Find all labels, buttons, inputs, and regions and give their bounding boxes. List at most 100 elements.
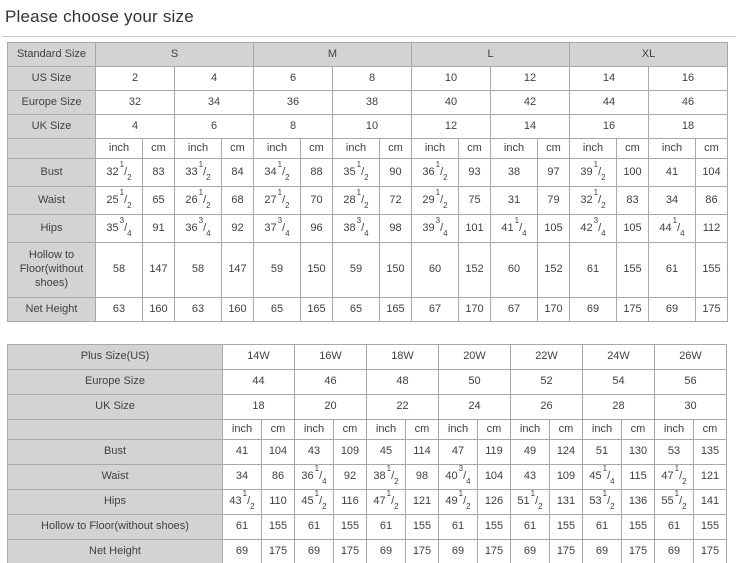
value-cell: 150 [379,242,412,298]
unit-cell: inch [174,138,222,159]
size-header-cell: L [411,42,570,67]
table-row: US Size 2 4 6 8 10 12 14 16 [7,66,728,91]
value-cell: 16 [569,114,649,139]
value-cell: 83 [142,158,175,187]
value-cell: 69 [294,539,334,563]
table-row: Bust 41 104 43 109 45 114 47 119 49 124 51 130 53 135 [7,439,727,465]
value-cell: 121 [693,464,727,490]
value-cell: 4 [95,114,175,139]
value-cell: 60 [411,242,459,298]
plus-size-table: Plus Size(US) 14W 16W 18W 20W 22W 24W 26W Europe… [7,344,727,563]
value-cell: 115 [621,464,655,490]
value-cell: 48 [366,369,439,395]
value-cell: 423/4 [569,214,617,243]
value-cell: 86 [261,464,295,490]
unit-cell: inch [366,419,406,440]
row-label: Bust [7,158,96,187]
size-header-cell: 26W [654,344,727,370]
value-cell: 451/4 [582,464,622,490]
value-cell: 116 [333,489,367,515]
value-cell: 20 [294,394,367,420]
unit-cell: cm [142,138,175,159]
row-label: Hips [7,489,223,515]
value-cell: 109 [549,464,583,490]
title-divider [2,36,736,37]
size-header-cell: S [95,42,254,67]
row-label: Europe Size [7,90,96,115]
value-cell: 18 [222,394,295,420]
unit-cell: cm [477,419,511,440]
value-cell: 160 [221,297,254,322]
value-cell: 65 [142,186,175,215]
value-cell: 68 [221,186,254,215]
size-header-cell: 14W [222,344,295,370]
unit-cell: inch [582,419,622,440]
unit-cell: cm [693,419,727,440]
value-cell: 381/2 [366,464,406,490]
value-cell: 175 [477,539,511,563]
value-cell: 69 [366,539,406,563]
row-label: Plus Size(US) [7,344,223,370]
value-cell: 124 [549,439,583,465]
value-cell: 105 [616,214,649,243]
value-cell: 391/2 [569,158,617,187]
value-cell: 383/4 [332,214,380,243]
value-cell: 165 [300,297,333,322]
value-cell: 4 [174,66,254,91]
value-cell: 26 [510,394,583,420]
value-cell: 83 [616,186,649,215]
value-cell: 41 [648,158,696,187]
row-label: Waist [7,464,223,490]
value-cell: 69 [582,539,622,563]
value-cell: 42 [490,90,570,115]
value-cell: 141 [693,489,727,515]
value-cell: 531/2 [582,489,622,515]
row-label: Hips [7,214,96,243]
value-cell: 170 [537,297,570,322]
unit-cell: inch [569,138,617,159]
unit-cell: cm [300,138,333,159]
table-row: Europe Size 44 46 48 50 52 54 56 [7,369,727,395]
value-cell: 52 [510,369,583,395]
value-cell: 155 [261,514,295,540]
value-cell: 97 [537,158,570,187]
table-row: Hips 431/2 110 451/2 116 471/2 121 491/2 126 511/… [7,489,727,515]
value-cell: 121 [405,489,439,515]
value-cell: 65 [253,297,301,322]
value-cell: 175 [333,539,367,563]
row-label: Standard Size [7,42,96,67]
unit-cell: inch [95,138,143,159]
table-row: Europe Size 32 34 36 38 40 42 44 46 [7,90,728,115]
value-cell: 47 [438,439,478,465]
value-cell: 18 [648,114,728,139]
size-header-cell: XL [569,42,728,67]
value-cell: 28 [582,394,655,420]
value-cell: 175 [261,539,295,563]
value-cell: 59 [253,242,301,298]
value-cell: 155 [549,514,583,540]
value-cell: 165 [379,297,412,322]
row-label: Net Height [7,539,223,563]
value-cell: 53 [654,439,694,465]
value-cell: 34 [174,90,254,115]
value-cell: 75 [458,186,491,215]
value-cell: 155 [477,514,511,540]
size-header-cell: M [253,42,412,67]
value-cell: 155 [405,514,439,540]
value-cell: 261/2 [174,186,222,215]
value-cell: 92 [221,214,254,243]
size-header-cell: 16W [294,344,367,370]
value-cell: 61 [438,514,478,540]
value-cell: 49 [510,439,550,465]
value-cell: 69 [438,539,478,563]
unit-cell: cm [537,138,570,159]
value-cell: 69 [648,297,696,322]
value-cell: 351/2 [332,158,380,187]
value-cell: 170 [458,297,491,322]
value-cell: 155 [695,242,728,298]
value-cell: 104 [477,464,511,490]
unit-cell: inch [510,419,550,440]
unit-cell: cm [405,419,439,440]
value-cell: 14 [569,66,649,91]
value-cell: 30 [654,394,727,420]
